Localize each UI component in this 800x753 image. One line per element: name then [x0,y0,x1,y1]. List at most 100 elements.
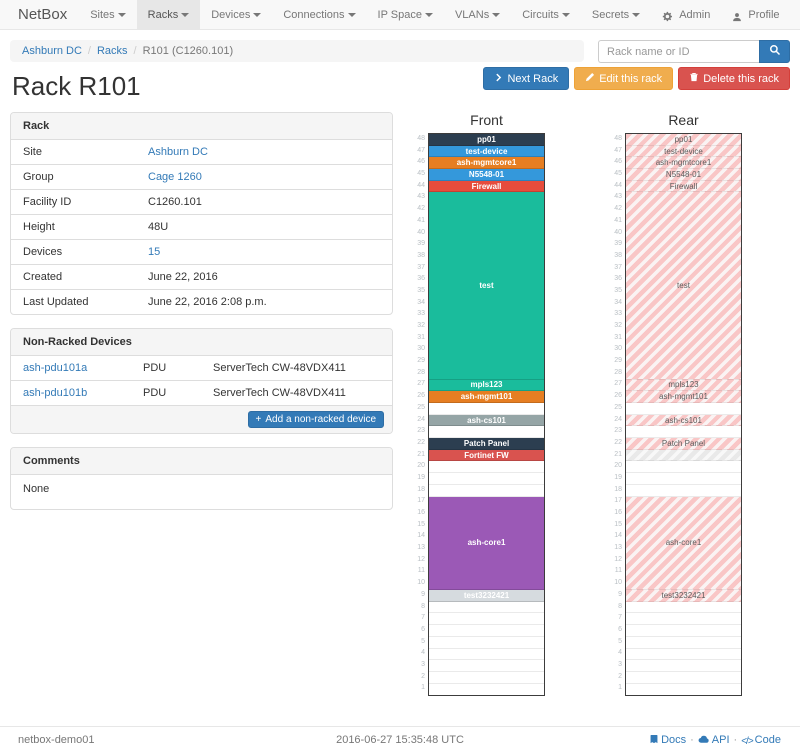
rack-device-patch-panel[interactable]: Patch Panel [626,438,741,450]
search-input[interactable] [598,40,759,63]
nav-item-devices[interactable]: Devices [200,0,272,29]
rack-unit-empty [429,613,544,626]
breadcrumb-separator: / [133,45,137,57]
device-role: PDU [131,380,201,405]
rack-unit-empty [626,671,741,684]
rack-device-test[interactable]: test [626,192,741,380]
navbar: NetBox Sites Racks Devices Connections IP Sp… [0,0,800,30]
attr-value-link[interactable]: 15 [148,246,161,258]
unit-number: 40 [417,228,425,236]
nav-item-log-out[interactable]: Log out [791,0,800,29]
gear-icon [662,11,676,23]
rack-device-ash-mgmtcore1[interactable]: ash-mgmtcore1 [626,157,741,170]
nav-item-sites[interactable]: Sites [79,0,136,29]
next-rack-button[interactable]: Next Rack [483,67,570,90]
unit-number: 22 [417,438,425,446]
rack-device-fortinet-fw[interactable]: Fortinet FW [429,449,544,462]
rack-device-test[interactable]: test [429,192,544,380]
chevron-right-icon [494,73,503,85]
unit-number-gutter: 48 47 46 45 44 43 42 41 40 39 38 37 36 35 34 33 32 31 30 29… [610,133,625,696]
rack-device-patch-panel[interactable]: Patch Panel [429,438,544,450]
unit-number: 30 [417,345,425,353]
page-title: Rack R101 [12,71,141,101]
unit-number: 39 [614,240,622,248]
rack-elevations: Front 48 47 46 45 44 43 42 41 40 39 38 37 36 35 34 33 32 3… [413,112,742,697]
rack-device-ash-cs101[interactable]: ash-cs101 [626,414,741,427]
nav-item-connections[interactable]: Connections [272,0,366,29]
caret-down-icon [347,13,356,18]
unit-number: 11 [417,567,425,575]
rack-device-firewall[interactable]: Firewall [429,180,544,193]
unit-number: 33 [614,310,622,318]
rack-device-unlabeled[interactable] [626,449,741,462]
edit-rack-button[interactable]: Edit this rack [574,67,674,90]
rack-device-n5548-01[interactable]: N5548-01 [626,169,741,181]
delete-rack-button[interactable]: Delete this rack [678,67,790,90]
unit-number: 41 [417,216,425,224]
footer-link-code[interactable]: </> Code [741,733,781,747]
attr-label: Group [11,164,136,190]
nav-item-secrets[interactable]: Secrets [581,0,651,29]
attr-value-link[interactable]: Ashburn DC [148,146,208,158]
unit-number: 14 [417,532,425,540]
attr-value: Cage 1260 [136,164,392,190]
unit-number: 35 [417,286,425,294]
rack-unit-empty [626,473,741,485]
nav-item-racks[interactable]: Racks [136,0,201,29]
rack-device-ash-core1[interactable]: ash-core1 [626,496,741,591]
rack-device-mpls123[interactable]: mpls123 [626,379,741,392]
attr-value: June 22, 2016 2:08 p.m. [136,289,392,314]
footer-link-api[interactable]: API [698,734,730,746]
rack-device-ash-core1[interactable]: ash-core1 [429,496,544,591]
trash-icon [689,72,699,85]
nav-item-ip-space[interactable]: IP Space [367,0,444,29]
user-menu: AdminProfileLog out [651,0,800,29]
rack-device-test3232421[interactable]: test3232421 [626,590,741,602]
rack-panel-title: Rack [11,113,392,140]
nav-item-profile[interactable]: Profile [721,0,790,29]
add-nonracked-device-button[interactable]: + Add a non-racked device [247,411,384,428]
breadcrumb-item-ashburn-dc[interactable]: Ashburn DC [22,45,82,57]
unit-number: 29 [417,357,425,365]
attr-value: C1260.101 [136,189,392,215]
rack-device-n5548-01[interactable]: N5548-01 [429,169,544,181]
nav-item-admin[interactable]: Admin [651,0,721,29]
attr-value-link[interactable]: Cage 1260 [148,171,202,183]
unit-number: 26 [417,392,425,400]
breadcrumb-item-racks[interactable]: Racks [96,45,128,57]
unit-number: 20 [417,462,425,470]
rack-device-test3232421[interactable]: test3232421 [429,590,544,602]
rack-device-pp01[interactable]: pp01 [429,134,544,146]
device-name-link[interactable]: ash-pdu101b [23,387,88,399]
unit-number: 39 [417,240,425,248]
device-name-link[interactable]: ash-pdu101a [23,362,88,374]
rack-face-title-rear: Rear [668,112,699,128]
rack-unit-empty [429,601,544,614]
nav-item-vlans[interactable]: VLANs [444,0,511,29]
rack-device-test-device[interactable]: test-device [626,145,741,158]
cloud-icon [698,735,710,747]
unit-number: 45 [614,170,622,178]
caret-down-icon [424,13,433,18]
rack-device-test-device[interactable]: test-device [429,145,544,158]
attr-label: Height [11,214,136,240]
attr-value: 48U [136,214,392,240]
footer-link-docs[interactable]: Docs [649,734,686,746]
unit-number: 21 [614,450,622,458]
unit-number: 46 [614,158,622,166]
footer-timestamp: 2016-06-27 15:35:48 UTC [336,734,464,746]
rack-device-ash-mgmt101[interactable]: ash-mgmt101 [626,391,741,403]
pencil-icon [585,72,595,85]
rack-device-firewall[interactable]: Firewall [626,180,741,193]
rack-device-ash-mgmtcore1[interactable]: ash-mgmtcore1 [429,157,544,170]
rack-device-mpls123[interactable]: mpls123 [429,379,544,392]
brand-logo[interactable]: NetBox [18,6,68,23]
search-button[interactable] [759,40,790,63]
unit-number: 44 [614,181,622,189]
unit-number: 48 [417,135,425,142]
device-role: PDU [143,362,167,374]
nav-item-circuits[interactable]: Circuits [511,0,581,29]
rack-device-ash-cs101[interactable]: ash-cs101 [429,414,544,427]
rack-device-pp01[interactable]: pp01 [626,134,741,146]
rack-device-ash-mgmt101[interactable]: ash-mgmt101 [429,391,544,403]
